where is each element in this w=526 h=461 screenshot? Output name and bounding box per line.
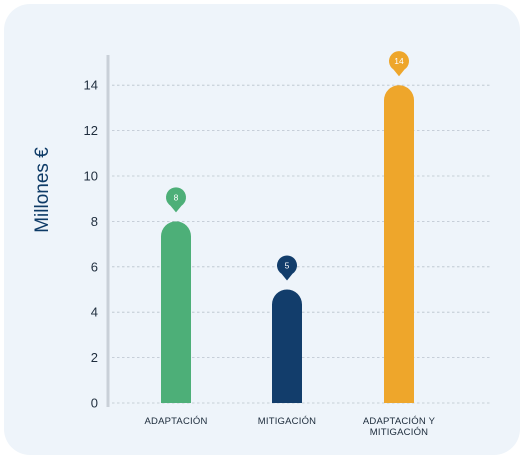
category-labels: ADAPTACIÓN MITIGACIÓN ADAPTACIÓN YMITIGACI… [144,416,435,438]
y-tick-label-12: 12 [84,123,98,138]
y-tick-label-6: 6 [91,259,98,274]
y-axis-label: Millones € [32,147,53,233]
bar-2 [384,85,414,403]
category-label-1-0: MITIGACIÓN [258,416,316,427]
data-label-2: 14 [394,56,404,66]
category-label-2-0: ADAPTACIÓN Y [363,416,436,427]
category-label-0-0: ADAPTACIÓN [144,416,207,427]
bar-1 [272,289,302,403]
pin-marker-2 [389,51,409,77]
data-label-1: 5 [285,261,290,271]
y-tick-label-14: 14 [84,78,98,93]
y-tick-label-2: 2 [91,350,98,365]
y-tick-label-0: 0 [91,396,98,411]
pin-marker-1 [277,255,297,281]
category-label-2-1: MITIGACIÓN [370,427,428,438]
y-tick-labels: 0 2 4 6 8 10 12 14 [84,78,98,411]
chart-card [4,4,520,455]
y-tick-label-8: 8 [91,214,98,229]
bars [161,85,414,403]
bar-0 [161,221,191,403]
data-label-pins: 8 5 14 [166,51,409,281]
y-tick-label-4: 4 [91,305,98,320]
data-label-0: 8 [174,192,179,202]
pin-marker-0 [166,187,186,213]
y-tick-label-10: 10 [84,169,98,184]
